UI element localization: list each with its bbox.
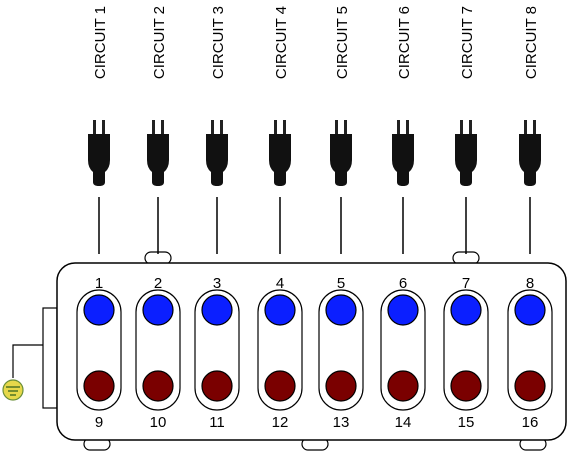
plug [206,120,228,186]
plug-body [88,134,110,186]
plug-body [519,134,541,186]
outlet-number: 14 [395,414,412,431]
plug-body [269,134,291,186]
outlet-number: 4 [276,275,284,292]
blue-button [83,294,115,326]
blue-button [325,294,357,326]
outlet-number: 9 [95,414,103,431]
plug-pin [93,120,96,134]
plug [392,120,414,186]
outlet-number: 15 [458,414,475,431]
outlet-number: 11 [209,414,225,431]
plug [147,120,169,186]
plug-body [147,134,169,186]
outlet-number: 2 [154,275,162,292]
outlet-number: 3 [213,275,221,292]
plug-pin [152,120,155,134]
red-button [387,370,419,402]
red-button [514,370,546,402]
red-button [83,370,115,402]
plug-body [392,134,414,186]
outlet-number: 13 [333,414,350,431]
plug [455,120,477,186]
circuit-label: CIRCUIT 2 [151,6,168,79]
outlet-number: 6 [399,275,407,292]
outlet-number: 7 [462,275,470,292]
blue-button [264,294,296,326]
plug-pin [102,120,105,134]
outlet-number: 5 [337,275,345,292]
plug [519,120,541,186]
plug-pin [460,120,463,134]
plug-pin [335,120,338,134]
circuit-label: CIRCUIT 3 [210,6,227,79]
circuit-label: CIRCUIT 8 [523,6,540,79]
blue-button [201,294,233,326]
red-button [264,370,296,402]
plug-pin [274,120,277,134]
plug-pin [469,120,472,134]
circuit-label: CIRCUIT 7 [459,6,476,79]
red-button [450,370,482,402]
plug-pin [211,120,214,134]
plug-pin [161,120,164,134]
outlet-number: 16 [522,414,539,431]
outlet-number: 1 [95,275,103,292]
plug [269,120,291,186]
plug-body [330,134,352,186]
circuit-label: CIRCUIT 5 [334,6,351,79]
blue-button [142,294,174,326]
plug-pin [524,120,527,134]
ground [2,307,58,409]
red-button [201,370,233,402]
power-strip [56,262,567,441]
plug-body [455,134,477,186]
plug-pin [220,120,223,134]
plug-pin [344,120,347,134]
red-button [325,370,357,402]
outlet-number: 8 [526,275,534,292]
outlet-number: 12 [272,414,289,431]
tabs [83,251,547,451]
plug [330,120,352,186]
plug-pin [283,120,286,134]
circuit-label: CIRCUIT 4 [273,6,290,79]
plug-pin [406,120,409,134]
plug-body [206,134,228,186]
blue-button [514,294,546,326]
blue-button [387,294,419,326]
plug [88,120,110,186]
outlet-number: 10 [150,414,167,431]
blue-button [450,294,482,326]
red-button [142,370,174,402]
circuit-label: CIRCUIT 1 [92,6,109,79]
circuit-label: CIRCUIT 6 [396,6,413,79]
plug-pin [397,120,400,134]
plug-pin [533,120,536,134]
